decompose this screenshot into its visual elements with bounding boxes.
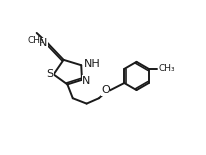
Text: CH₃: CH₃	[158, 64, 174, 73]
Text: CH₃: CH₃	[27, 36, 44, 45]
Text: O: O	[101, 85, 109, 95]
Text: N: N	[82, 76, 90, 86]
Text: N: N	[39, 38, 47, 48]
Text: NH: NH	[84, 60, 101, 69]
Text: S: S	[46, 69, 53, 79]
